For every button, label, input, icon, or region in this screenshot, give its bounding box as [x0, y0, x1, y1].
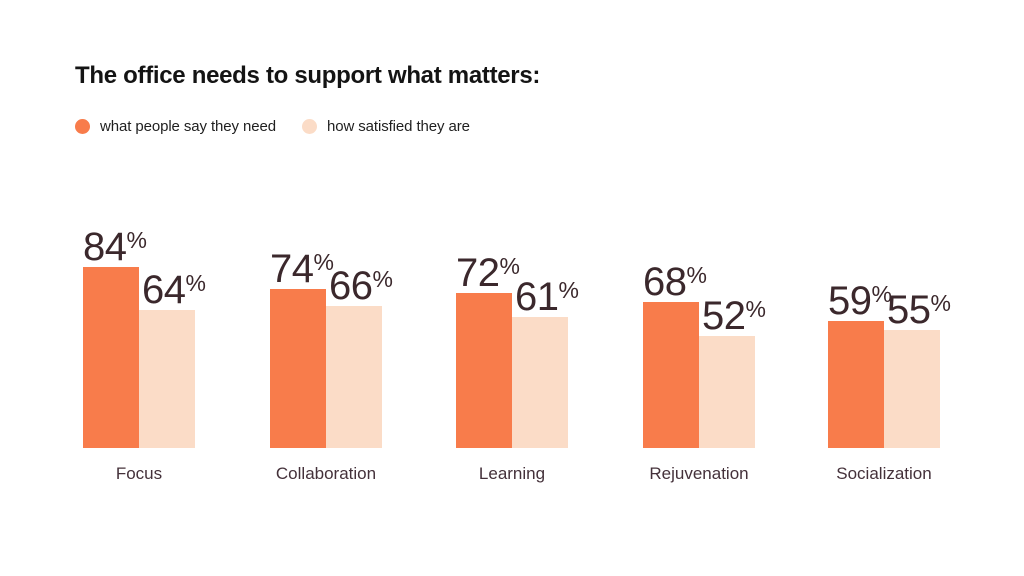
category-label: Socialization — [836, 464, 932, 483]
percent-sign: % — [185, 270, 206, 296]
bar-value-label: 61% — [515, 277, 579, 317]
bar-value-number: 84 — [83, 225, 127, 269]
chart-title: The office needs to support what matters… — [75, 62, 541, 89]
percent-sign: % — [686, 262, 707, 288]
bar-pair: 84% 64% — [83, 227, 206, 448]
bar-value-number: 61 — [515, 275, 559, 319]
bar-satisfied: 61% — [512, 277, 579, 448]
bar-value-number: 55 — [887, 288, 931, 332]
bar-value-number: 52 — [702, 294, 746, 338]
bar-value-number: 59 — [828, 279, 872, 323]
percent-sign: % — [126, 227, 147, 253]
percent-sign: % — [558, 277, 579, 303]
bar-pair: 74% 66% — [270, 249, 393, 448]
category-label: Focus — [115, 464, 163, 483]
percent-sign: % — [372, 266, 393, 292]
bar-value-number: 64 — [142, 268, 186, 312]
percent-sign: % — [930, 290, 951, 316]
legend-item-satisfied: how satisfied they are — [301, 118, 470, 135]
bar-satisfied: 55% — [884, 290, 951, 448]
legend-label: how satisfied they are — [326, 118, 470, 135]
bar-value-label: 64% — [142, 270, 206, 310]
bar-need: 68% — [643, 262, 707, 448]
bar-value-number: 66 — [329, 264, 373, 308]
legend-dot-icon — [301, 119, 317, 134]
bar-value-label: 55% — [887, 290, 951, 330]
bar-satisfied: 52% — [699, 296, 766, 448]
bar-value-number: 72 — [456, 251, 500, 295]
category-label: Rejuvenation — [649, 464, 749, 483]
bar-satisfied: 66% — [326, 266, 393, 448]
legend-label: what people say they need — [100, 118, 276, 135]
percent-sign: % — [499, 253, 520, 279]
percent-sign: % — [871, 281, 892, 307]
bar-value-label: 74% — [270, 249, 334, 289]
bar-value-number: 68 — [643, 260, 687, 304]
bar-value-label: 66% — [329, 266, 393, 306]
bar-pair: 72% 61% — [456, 253, 579, 448]
bar-value-label: 68% — [643, 262, 707, 302]
bar-group: 72% 61% Learning — [456, 253, 579, 483]
bar-group: 59% 55% Socialization — [828, 281, 951, 483]
bar-group: 84% 64% Focus — [83, 227, 206, 483]
bar-value-label: 52% — [702, 296, 766, 336]
bar-value-label: 72% — [456, 253, 520, 293]
bar-value-label: 59% — [828, 281, 892, 321]
legend: what people say they need how satisfied … — [75, 118, 470, 135]
bar-value-label: 84% — [83, 227, 147, 267]
bar-value-number: 74 — [270, 247, 314, 291]
bar-need: 84% — [83, 227, 147, 448]
category-label: Learning — [478, 464, 546, 483]
legend-item-need: what people say they need — [75, 118, 276, 135]
bar-pair: 68% 52% — [643, 262, 766, 448]
bar-need: 59% — [828, 281, 892, 448]
legend-dot-icon — [75, 119, 90, 134]
bar-satisfied: 64% — [139, 270, 206, 448]
percent-sign: % — [745, 296, 766, 322]
category-label: Collaboration — [275, 464, 377, 483]
bar-need: 74% — [270, 249, 334, 448]
bar-group: 68% 52% Rejuvenation — [643, 262, 766, 483]
percent-sign: % — [313, 249, 334, 275]
bar-pair: 59% 55% — [828, 281, 951, 448]
bar-need: 72% — [456, 253, 520, 448]
bar-group: 74% 66% Collaboration — [270, 249, 393, 483]
